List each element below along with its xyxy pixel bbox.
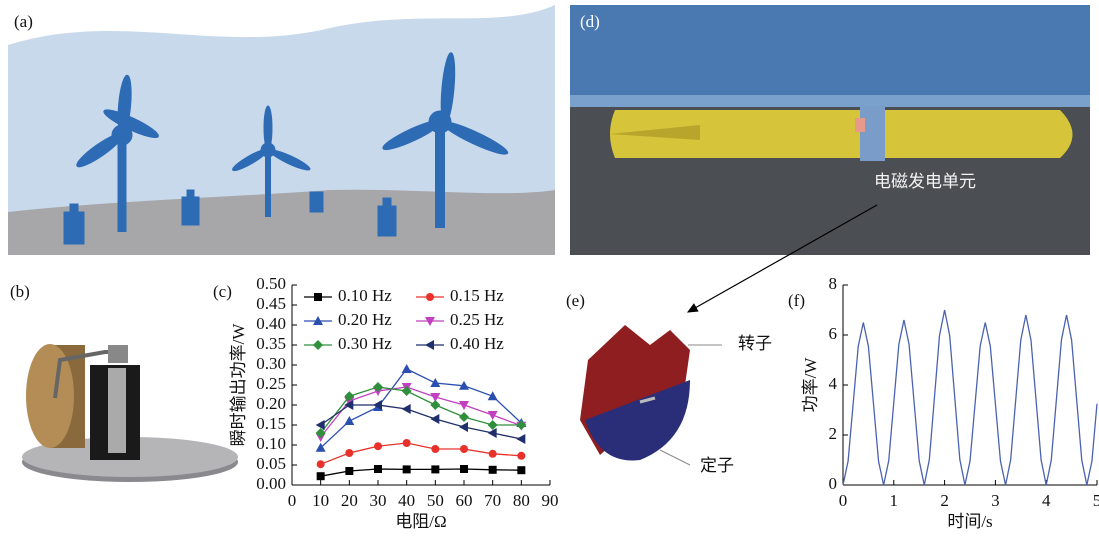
y-tick-label: 6	[829, 324, 838, 343]
y-tick-label: 0.00	[256, 474, 286, 493]
legend-label: 0.25 Hz	[450, 310, 504, 329]
legend-label: 0.15 Hz	[450, 286, 504, 305]
marker	[345, 467, 353, 475]
x-tick-label: 0	[839, 491, 848, 510]
y-tick-label: 4	[829, 374, 838, 393]
y-tick-label: 2	[829, 424, 838, 443]
marker	[517, 466, 525, 474]
legend-marker	[425, 340, 434, 350]
x-tick-label: 20	[341, 491, 358, 510]
x-tick-label: 30	[370, 491, 387, 510]
x-axis-label: 时间/s	[947, 512, 992, 531]
x-tick-label: 10	[312, 491, 329, 510]
y-axis-label: 功率/W	[801, 357, 820, 413]
y-tick-label: 0.30	[256, 354, 286, 373]
marker	[374, 442, 382, 450]
y-tick-label: 0.40	[256, 314, 286, 333]
legend-marker	[426, 293, 434, 301]
marker	[402, 404, 411, 414]
marker	[488, 411, 498, 420]
legend-label: 0.20 Hz	[338, 310, 392, 329]
x-tick-label: 0	[288, 491, 297, 510]
x-tick-label: 60	[456, 491, 473, 510]
panel-label: (f)	[788, 291, 805, 310]
marker	[431, 445, 439, 453]
y-tick-label: 0.25	[256, 374, 286, 393]
panel-a-illustration	[8, 5, 555, 255]
y-tick-label: 0	[829, 474, 838, 493]
x-tick-label: 5	[1093, 491, 1099, 510]
marker	[430, 378, 440, 387]
panel-b-illustration	[22, 344, 238, 482]
marker	[516, 420, 526, 430]
marker	[516, 434, 525, 444]
marker	[459, 401, 469, 410]
panel-label: (c)	[213, 282, 232, 301]
panel-label: (a)	[14, 12, 33, 31]
y-axis-label: 瞬时输出功率/W	[229, 323, 248, 447]
marker	[489, 450, 497, 458]
marker	[402, 364, 412, 373]
x-tick-label: 1	[890, 491, 899, 510]
x-tick-label: 80	[513, 491, 530, 510]
x-tick-label: 40	[398, 491, 415, 510]
panel-d-illustration	[570, 5, 1090, 255]
legend-label: 0.40 Hz	[450, 334, 504, 353]
marker	[403, 439, 411, 447]
legend-label: 0.10 Hz	[338, 286, 392, 305]
y-tick-label: 0.05	[256, 454, 286, 473]
x-tick-label: 4	[1042, 491, 1051, 510]
figure: 电磁发电单元 转子 定子 (a) (d) (b) (c) (e) (f) 010…	[0, 0, 1099, 540]
y-tick-label: 8	[829, 274, 838, 293]
legend-label: 0.30 Hz	[338, 334, 392, 353]
marker	[459, 412, 469, 422]
marker	[460, 445, 468, 453]
marker	[430, 414, 439, 424]
marker	[317, 472, 325, 480]
marker	[459, 422, 468, 432]
y-tick-label: 0.50	[256, 274, 286, 293]
x-tick-label: 70	[484, 491, 501, 510]
data-line	[843, 310, 1097, 485]
panel-label: (b)	[10, 282, 30, 301]
marker	[374, 465, 382, 473]
x-tick-label: 3	[991, 491, 1000, 510]
annotation: 转子	[738, 334, 772, 353]
panel-label: (d)	[580, 12, 600, 31]
y-tick-label: 0.10	[256, 434, 286, 453]
x-tick-label: 50	[427, 491, 444, 510]
marker	[403, 465, 411, 473]
marker	[317, 460, 325, 468]
marker	[488, 391, 498, 400]
marker	[345, 449, 353, 457]
marker	[430, 400, 440, 410]
y-tick-label: 0.15	[256, 414, 286, 433]
panel-label: (e)	[566, 291, 585, 310]
marker	[489, 466, 497, 474]
marker	[344, 416, 354, 425]
x-axis-label: 电阻/Ω	[395, 512, 446, 531]
y-tick-label: 0.20	[256, 394, 286, 413]
marker	[460, 465, 468, 473]
x-tick-label: 2	[940, 491, 949, 510]
x-tick-label: 90	[542, 491, 559, 510]
panel-e-illustration	[580, 325, 722, 465]
annotation: 定子	[700, 456, 734, 475]
y-tick-label: 0.45	[256, 294, 286, 313]
y-tick-label: 0.35	[256, 334, 286, 353]
marker	[431, 465, 439, 473]
legend-marker	[313, 340, 323, 350]
annotation: 电磁发电单元	[874, 172, 976, 191]
legend-marker	[314, 293, 322, 301]
marker	[517, 452, 525, 460]
